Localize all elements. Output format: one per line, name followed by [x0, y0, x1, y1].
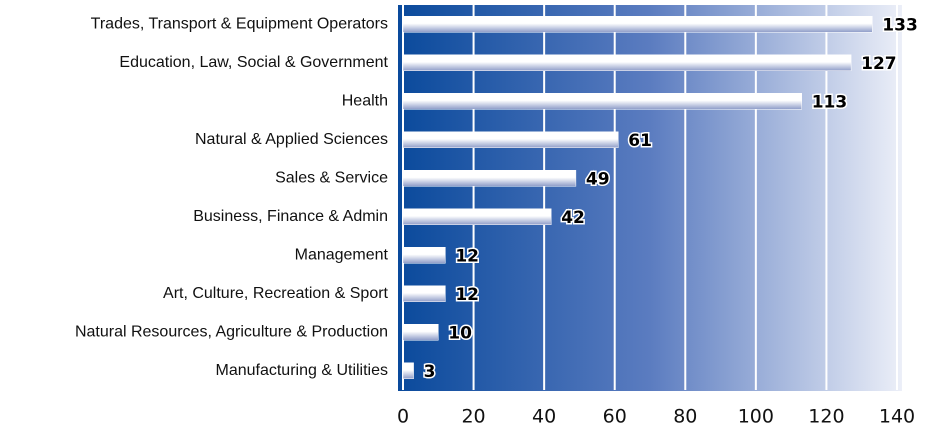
data-label: 61 [628, 131, 652, 151]
bar [402, 324, 439, 341]
category-label: Health [342, 92, 388, 109]
category-label: Manufacturing & Utilities [215, 362, 388, 379]
data-label: 49 [586, 169, 610, 189]
data-label: 3 [424, 362, 436, 382]
x-tick-label: 140 [879, 406, 915, 428]
category-label: Art, Culture, Recreation & Sport [163, 285, 389, 302]
bar [402, 170, 577, 187]
x-tick-label: 80 [673, 406, 697, 428]
x-tick-label: 40 [532, 406, 556, 428]
category-label: Trades, Transport & Equipment Operators [91, 15, 388, 32]
bar [402, 208, 552, 225]
bar [402, 54, 852, 71]
bar [402, 247, 446, 264]
x-tick-label: 120 [808, 406, 844, 428]
bar [402, 16, 873, 33]
category-label: Management [295, 246, 389, 263]
category-label: Natural Resources, Agriculture & Product… [75, 323, 388, 340]
x-tick-label: 100 [738, 406, 774, 428]
bar [402, 285, 446, 302]
data-label: 12 [455, 285, 479, 305]
data-label: 133 [882, 15, 918, 35]
data-label: 42 [561, 208, 585, 228]
bar [402, 93, 802, 110]
bar [402, 362, 414, 379]
x-tick-label: 20 [461, 406, 485, 428]
data-label: 127 [861, 54, 897, 74]
x-tick-label: 60 [603, 406, 627, 428]
category-label: Business, Finance & Admin [193, 208, 388, 225]
data-label: 12 [455, 246, 479, 266]
data-label: 113 [812, 92, 848, 112]
category-label: Natural & Applied Sciences [195, 131, 388, 148]
data-label: 10 [448, 323, 472, 343]
bar [402, 131, 619, 148]
x-tick-label: 0 [397, 406, 409, 428]
category-label: Education, Law, Social & Government [119, 54, 388, 71]
category-label: Sales & Service [275, 169, 388, 186]
